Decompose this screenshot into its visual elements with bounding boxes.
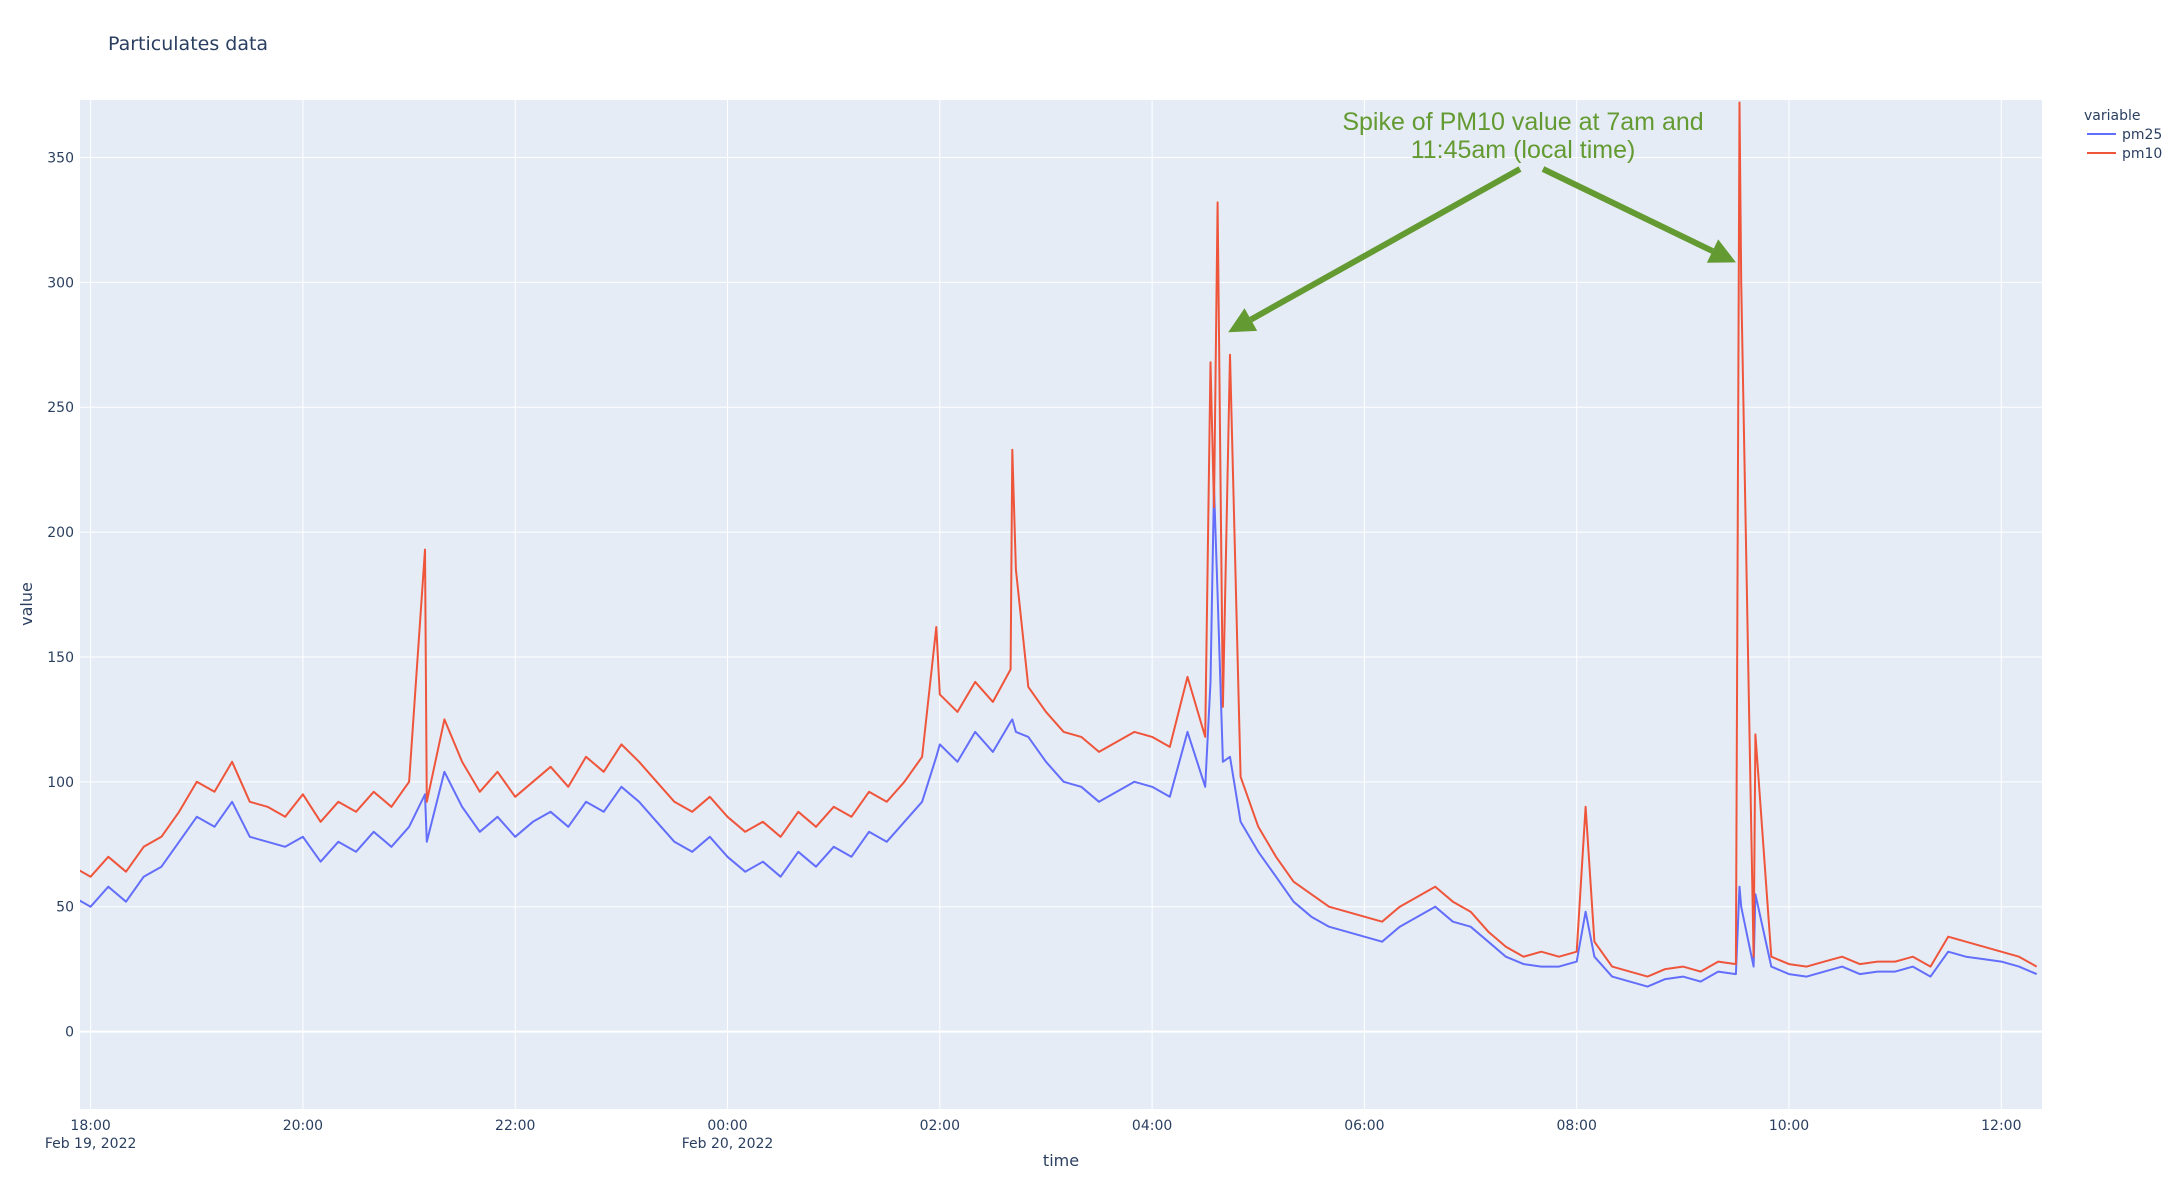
annotation-arrow-head-icon — [1228, 308, 1258, 333]
gridlines — [80, 100, 2042, 1109]
annotation-line-1: Spike of PM10 value at 7am and — [1342, 108, 1703, 136]
x-tick-date-label: Feb 20, 2022 — [682, 1136, 774, 1152]
spike-annotation: Spike of PM10 value at 7am and 11:45am (… — [1228, 108, 1736, 333]
annotation-arrow-shaft — [1541, 166, 1714, 254]
y-axis-title: value — [17, 582, 36, 626]
annotation-line-2: 11:45am (local time) — [1411, 136, 1636, 164]
x-axis-ticks: 18:00 Feb 19, 2022 20:00 22:00 00:00 Feb 20, … — [45, 1118, 2022, 1152]
series-lines — [80, 101, 2038, 988]
annotation-arrow-head-icon — [1706, 239, 1736, 263]
y-tick-label: 200 — [47, 525, 74, 541]
x-tick-label: 22:00 — [495, 1118, 535, 1134]
y-tick-label: 0 — [65, 1025, 74, 1041]
x-tick-label: 08:00 — [1557, 1118, 1597, 1134]
y-tick-label: 300 — [47, 275, 74, 291]
series-line-pm25 — [80, 486, 2038, 988]
legend-label: pm25 — [2122, 127, 2162, 143]
chart-title: Particulates data — [108, 33, 268, 55]
plot-area[interactable] — [80, 100, 2042, 1109]
y-tick-label: 350 — [47, 150, 74, 166]
y-axis-ticks: 0 50 100 150 200 250 300 350 — [47, 150, 74, 1040]
x-tick-label: 20:00 — [283, 1118, 323, 1134]
legend: variable pm25 pm10 — [2084, 108, 2162, 162]
legend-label: pm10 — [2122, 146, 2162, 162]
series-line-pm10 — [80, 101, 2038, 978]
legend-item-pm10[interactable]: pm10 — [2087, 146, 2162, 162]
x-tick-label: 06:00 — [1344, 1118, 1384, 1134]
y-tick-label: 250 — [47, 400, 74, 416]
y-tick-label: 50 — [56, 900, 74, 916]
x-tick-date-label: Feb 19, 2022 — [45, 1136, 137, 1152]
x-tick-label: 02:00 — [920, 1118, 960, 1134]
x-tick-label: 00:00 — [707, 1118, 747, 1134]
legend-title: variable — [2084, 108, 2140, 124]
annotation-arrow-shaft — [1249, 166, 1522, 323]
x-tick-label: 18:00 — [70, 1118, 110, 1134]
legend-item-pm25[interactable]: pm25 — [2087, 127, 2162, 143]
x-tick-label: 04:00 — [1132, 1118, 1172, 1134]
x-tick-label: 12:00 — [1981, 1118, 2021, 1134]
y-tick-label: 100 — [47, 775, 74, 791]
x-tick-label: 10:00 — [1769, 1118, 1809, 1134]
x-axis-title: time — [1043, 1151, 1079, 1170]
y-tick-label: 150 — [47, 650, 74, 666]
